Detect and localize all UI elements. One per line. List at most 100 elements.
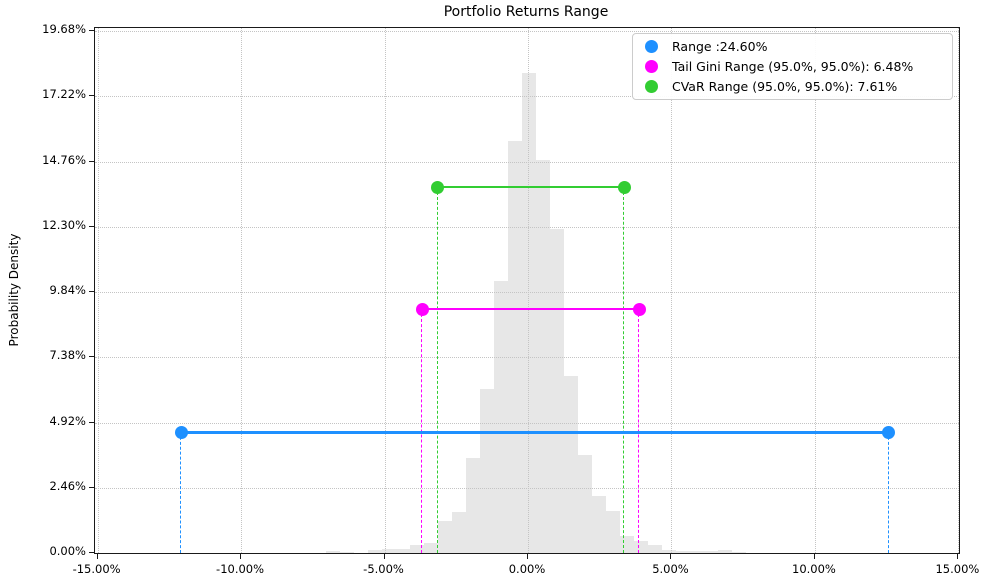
histogram-bar: [563, 375, 578, 553]
tail-gini-dropline: [638, 309, 640, 553]
y-tick-mark: [89, 356, 94, 358]
y-tick-label: 4.92%: [49, 413, 86, 428]
x-tick-label: 15.00%: [935, 562, 980, 576]
legend-label: Range :24.60%: [672, 38, 768, 54]
histogram-bar: [675, 551, 690, 553]
y-tick-label: 0.00%: [49, 544, 86, 558]
histogram-bar: [451, 512, 466, 553]
x-tick-label: 10.00%: [792, 562, 836, 576]
x-gridline: [671, 28, 673, 553]
y-tick-label: 2.46%: [49, 478, 86, 493]
range-endpoint-marker: [882, 425, 896, 439]
y-gridline: [95, 487, 959, 489]
plot-area: [94, 27, 960, 554]
histogram-bar: [703, 551, 718, 553]
x-tick-label: -5.00%: [363, 562, 404, 576]
y-tick-label: 9.84%: [49, 283, 86, 298]
histogram-bar: [381, 548, 396, 553]
cvar-line: [437, 185, 625, 189]
tail-gini-marker-icon: [645, 59, 658, 73]
legend-item-range: Range :24.60%: [633, 39, 952, 54]
y-tick-label: 12.30%: [42, 217, 86, 232]
y-gridline: [95, 357, 959, 359]
x-tick-mark: [957, 554, 959, 559]
tail-gini-endpoint-marker: [415, 302, 429, 316]
y-tick-mark: [89, 486, 94, 488]
cvar-dropline: [437, 187, 438, 553]
y-tick-label: 19.68%: [42, 22, 86, 37]
y-tick-mark: [89, 552, 94, 553]
histogram-bar: [409, 545, 424, 553]
y-tick-mark: [89, 421, 94, 423]
histogram-bar: [367, 550, 382, 553]
legend-label: CVaR Range (95.0%, 95.0%): 7.61%: [672, 79, 898, 95]
y-tick-mark: [89, 95, 94, 97]
histogram-bar: [717, 550, 732, 553]
x-tick-mark: [383, 554, 385, 559]
x-tick-mark: [240, 554, 242, 559]
histogram-bar: [423, 542, 438, 553]
cvar-marker-icon: [645, 80, 658, 94]
range-endpoint-marker: [174, 425, 188, 439]
x-gridline: [958, 28, 960, 553]
chart-title: Portfolio Returns Range: [443, 4, 609, 20]
range-marker-icon: [645, 39, 658, 53]
histogram-bar: [535, 159, 550, 553]
x-tick-label: 5.00%: [652, 562, 689, 576]
histogram-bar: [325, 550, 340, 553]
y-gridline: [95, 161, 959, 163]
histogram-bar: [437, 520, 452, 553]
legend-item-cvar: CVaR Range (95.0%, 95.0%): 7.61%: [633, 79, 952, 94]
histogram-bar: [479, 388, 494, 553]
y-axis-label: Probability Density: [7, 233, 21, 347]
y-gridline: [95, 422, 959, 424]
y-tick-mark: [89, 291, 94, 293]
histogram-bar: [395, 548, 410, 553]
y-tick-label: 17.22%: [42, 87, 86, 102]
y-tick-label: 7.38%: [49, 348, 86, 363]
y-gridline: [95, 292, 959, 294]
x-gridline: [814, 28, 816, 553]
histogram-bar: [549, 228, 564, 553]
x-tick-mark: [670, 554, 672, 559]
histogram-bar: [507, 140, 522, 553]
legend: Range :24.60% Tail Gini Range (95.0%, 95…: [632, 33, 953, 100]
legend-label: Tail Gini Range (95.0%, 95.0%): 6.48%: [672, 58, 914, 74]
x-tick-mark: [527, 554, 528, 559]
histogram-bar: [661, 549, 676, 553]
histogram-bar: [465, 458, 480, 553]
y-gridline: [95, 226, 959, 228]
histogram-bar: [619, 535, 634, 553]
tail-gini-line: [422, 307, 640, 311]
range-line: [181, 431, 889, 434]
y-gridline: [95, 96, 959, 98]
x-tick-label: 0.00%: [508, 562, 546, 576]
y-tick-label: 14.76%: [42, 152, 86, 167]
x-gridline: [241, 28, 243, 553]
histogram-bar: [591, 496, 606, 553]
cvar-endpoint-marker: [617, 180, 631, 194]
cvar-dropline: [623, 187, 625, 553]
y-tick-mark: [89, 160, 94, 162]
histogram-bar: [731, 551, 746, 553]
histogram-bar: [647, 545, 662, 553]
x-tick-label: -10.00%: [216, 562, 265, 576]
histogram-bar: [577, 454, 592, 553]
histogram-bar: [689, 551, 704, 553]
y-tick-mark: [89, 225, 94, 227]
histogram-bar: [633, 540, 648, 553]
tail-gini-dropline: [421, 309, 423, 553]
x-gridline: [97, 28, 99, 553]
legend-item-tail-gini: Tail Gini Range (95.0%, 95.0%): 6.48%: [633, 59, 952, 74]
y-tick-mark: [89, 30, 94, 32]
x-tick-mark: [813, 554, 815, 559]
range-dropline: [180, 432, 182, 553]
histogram-bar: [605, 511, 620, 553]
histogram-bar: [493, 280, 508, 553]
range-dropline: [888, 432, 890, 553]
x-tick-label: -15.00%: [72, 562, 121, 576]
x-gridline: [384, 28, 386, 553]
histogram-bar: [339, 551, 354, 553]
x-gridline: [528, 28, 529, 553]
